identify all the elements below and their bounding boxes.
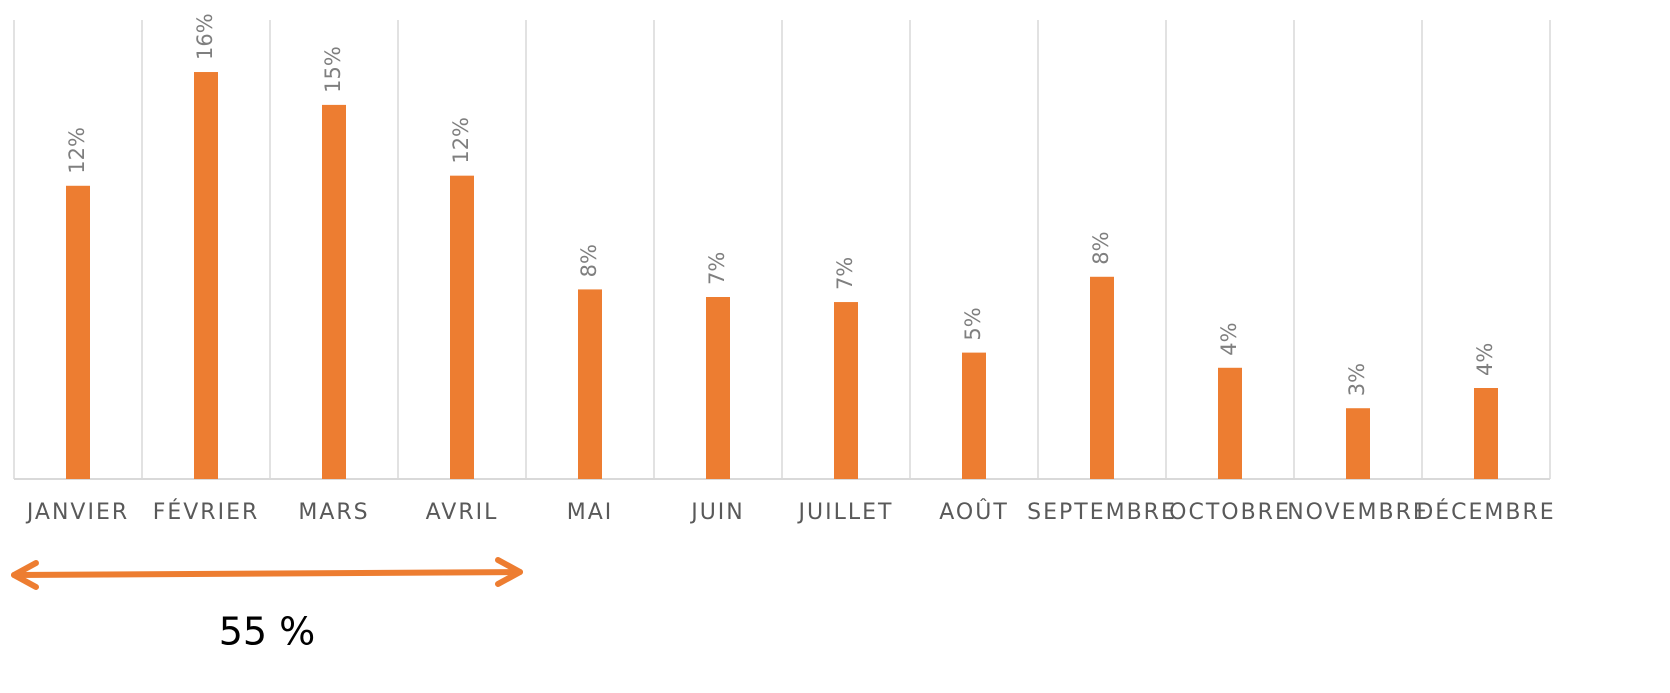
bar: [450, 175, 474, 479]
data-label: 16%: [193, 13, 217, 60]
data-label: 4%: [1217, 322, 1241, 355]
data-label: 5%: [961, 307, 985, 340]
bar: [1218, 367, 1242, 479]
x-tick-label: FÉVRIER: [153, 499, 260, 525]
x-tick-label: DÉCEMBRE: [1416, 499, 1555, 525]
x-tick-label: JANVIER: [25, 500, 129, 525]
data-label: 7%: [705, 252, 729, 285]
x-tick-label: MARS: [298, 500, 369, 525]
data-label: 12%: [65, 127, 89, 174]
data-label: 7%: [833, 257, 857, 290]
data-label: 12%: [449, 117, 473, 164]
data-label: 3%: [1345, 363, 1369, 396]
bar: [1090, 276, 1114, 479]
x-tick-label: SEPTEMBRE: [1027, 500, 1177, 525]
data-label: 8%: [1089, 231, 1113, 264]
bar: [322, 104, 346, 479]
x-tick-label: OCTOBRE: [1169, 500, 1291, 525]
bar: [66, 185, 90, 479]
x-tick-label: JUIN: [689, 500, 745, 525]
data-label: 15%: [321, 46, 345, 93]
x-tick-label: AOÛT: [939, 499, 1009, 525]
data-label: 4%: [1473, 343, 1497, 376]
annotation-arrow: [11, 557, 523, 590]
bar: [962, 352, 986, 479]
bar: [1474, 388, 1498, 479]
x-tick-label: JUILLET: [797, 500, 894, 525]
bar: [706, 297, 730, 479]
bar: [578, 289, 602, 479]
bar: [834, 302, 858, 479]
bar: [194, 72, 218, 480]
x-tick-label: MAI: [567, 500, 614, 525]
bar: [1346, 408, 1370, 479]
x-tick-label: AVRIL: [426, 500, 499, 525]
data-label: 8%: [577, 244, 601, 277]
annotation: 55 %: [219, 610, 316, 654]
x-tick-label: NOVEMBRE: [1287, 500, 1429, 525]
